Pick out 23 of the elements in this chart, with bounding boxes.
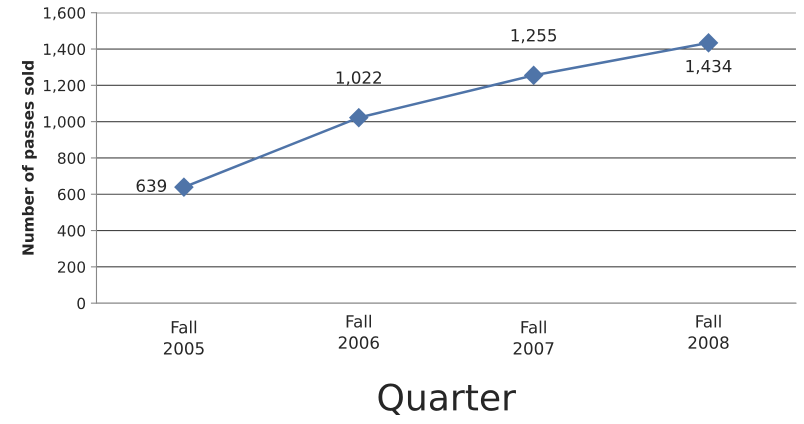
y-tick-label: 800 xyxy=(58,152,86,164)
y-tick-label: 1,000 xyxy=(44,116,86,130)
y-tick-label: 1,600 xyxy=(44,7,86,20)
point xyxy=(174,178,194,197)
x-tick-label: Fall 2005 xyxy=(164,320,204,355)
data-label: 1,434 xyxy=(686,60,732,74)
x-axis-title: Quarter xyxy=(378,384,516,415)
y-tick-label: 600 xyxy=(58,188,86,200)
y-tick-label: 0 xyxy=(77,298,86,310)
data-label: 1,255 xyxy=(512,28,556,44)
y-axis-title: Number of passes sold xyxy=(22,61,37,255)
y-tick-label: 400 xyxy=(58,225,86,237)
x-tick-label: Fall 2008 xyxy=(688,314,729,349)
data-label: 1,022 xyxy=(336,71,381,86)
y-tick-label: 1,200 xyxy=(44,80,86,93)
y-tick-label: 1,400 xyxy=(44,43,86,57)
x-tick-label: Fall 2006 xyxy=(338,314,379,349)
point xyxy=(524,66,544,85)
data-label: 639 xyxy=(136,179,166,192)
y-tick-label: 200 xyxy=(58,261,86,273)
point xyxy=(698,33,718,52)
x-tick-label: Fall 2007 xyxy=(514,320,554,355)
point xyxy=(349,108,368,128)
